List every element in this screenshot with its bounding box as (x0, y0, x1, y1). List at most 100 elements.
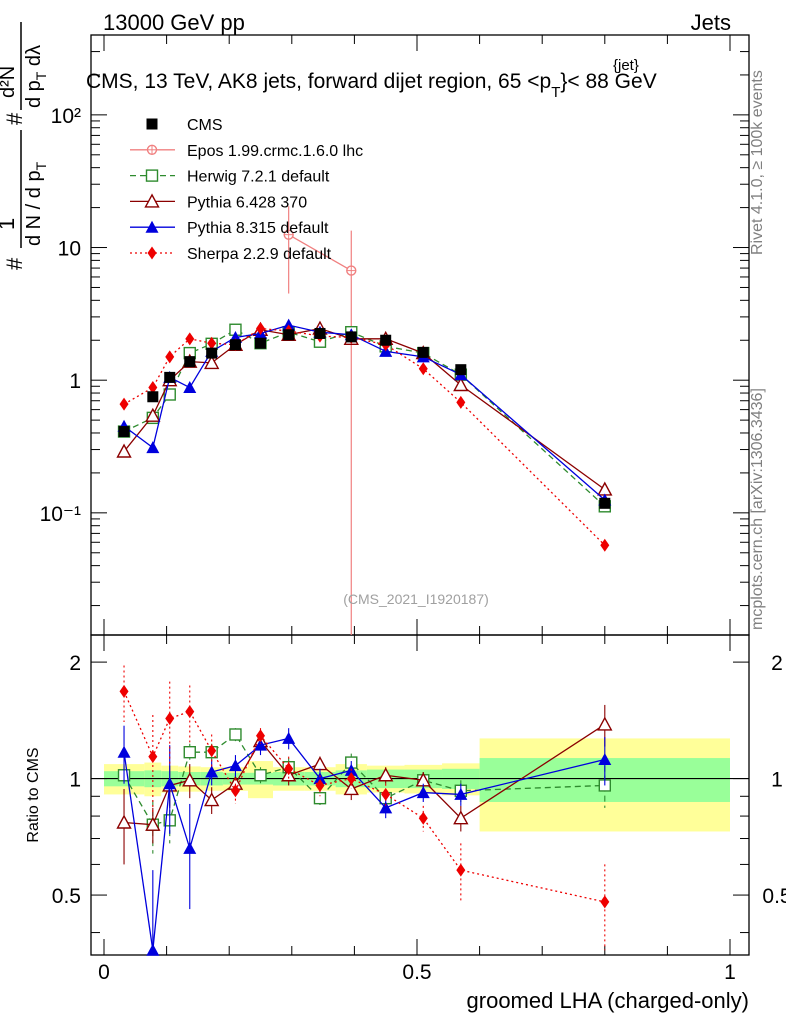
series-2-ratio-point-12 (453, 810, 469, 825)
data-point-9 (345, 331, 357, 343)
y-tick-label-2: 10 (58, 238, 81, 261)
data-point-0 (118, 426, 130, 438)
legend-entry-1: Epos 1.99.crmc.1.6.0 lhc (130, 143, 363, 160)
legend-label-0: CMS (187, 117, 223, 134)
series-4-point-13 (600, 538, 610, 552)
x-axis-label: groomed LHA (charged-only) (467, 988, 749, 1013)
ratio-tick-label-left-1: 1 (69, 769, 81, 792)
series-0 (283, 206, 357, 635)
series-2-ratio-point-10 (378, 767, 394, 782)
ratio-tick-label-right-2: 2 (771, 652, 783, 675)
series-0-point-0 (283, 229, 294, 240)
legend-entry-5: Sherpa 2.2.9 default (130, 246, 332, 263)
series-4-ratio-point-5 (230, 784, 240, 798)
y-label-den1: d N / d pT (23, 161, 49, 246)
series-1-ratio-point-8 (313, 791, 327, 805)
series-3-ratio-point-11 (416, 786, 430, 799)
series-2-ratio-point-9 (343, 781, 359, 796)
series-4-ratio-point-8 (315, 778, 325, 792)
series-3-line-main (123, 324, 606, 501)
series-4-point-3 (185, 332, 195, 346)
series-2-line-main (123, 327, 606, 491)
series-3-ratio-point-4 (205, 765, 219, 778)
y-label-hash-2: # (2, 112, 27, 125)
series-4-ratio-point-10 (381, 787, 391, 801)
x-tick-label-0: 0 (98, 961, 110, 984)
rivet-label: Rivet 4.1.0, ≥ 100k events (749, 70, 766, 255)
series-4-ratio-point-2 (165, 711, 175, 725)
series-4-ratio-point-6 (256, 729, 265, 743)
series-1-line-main (123, 329, 606, 507)
legend-entry-4: Pythia 8.315 default (130, 220, 329, 237)
series-3-ratio-point-6 (254, 738, 267, 751)
ratio-tick-label-right-1: 1 (771, 769, 783, 792)
series-4-ratio-point-1 (148, 750, 158, 764)
series-1-ratio-point-5 (229, 728, 242, 741)
series-4-ratio-point-7 (284, 762, 294, 776)
data-point-7 (283, 329, 295, 341)
series-4 (119, 322, 610, 951)
y-axis-label-main: # 1 d N / d pT # d²N d pT dλ (0, 22, 49, 270)
data-series (118, 327, 611, 509)
series-4-point-2 (165, 350, 175, 364)
series-0-point-1 (346, 265, 357, 276)
series-2-ratio-point-3 (182, 772, 198, 787)
series-4-point-11 (418, 362, 428, 376)
ratio-tick-label-left-0: 0.5 (52, 885, 81, 908)
series-1-point-2 (163, 388, 176, 401)
data-point-10 (380, 334, 392, 346)
legend-label-1: Epos 1.99.crmc.1.6.0 lhc (187, 143, 363, 160)
y-tick-label-3: 10² (51, 105, 81, 128)
series-3-line-ratio (123, 737, 605, 951)
y-label-den2: d pT dλ (23, 45, 49, 108)
series-4-ratio-point-0 (119, 684, 129, 698)
series-2-point-13 (597, 481, 613, 496)
data-point-6 (255, 337, 266, 349)
legend-entry-2: Herwig 7.2.1 default (130, 169, 330, 186)
series-2-ratio-point-0 (116, 814, 132, 829)
data-point-11 (417, 346, 429, 358)
series-0-line-main (288, 234, 352, 272)
ratio-tick-label-right-0: 0.5 (762, 885, 786, 908)
data-point-8 (314, 327, 326, 339)
series-3-ratio-point-3 (183, 841, 197, 854)
series-3-ratio-point-10 (379, 801, 393, 814)
series-3-point-3 (183, 381, 197, 394)
series-4-point-0 (119, 397, 129, 411)
y-tick-label-1: 1 (69, 370, 81, 393)
legend-marker-0 (146, 118, 158, 130)
y-axis-label-ratio: Ratio to CMS (25, 747, 42, 842)
series-2-point-12 (453, 377, 469, 392)
mcplots-label: mcplots.cern.ch [arXiv:1306.3436] (749, 388, 766, 630)
data-point-2 (164, 371, 176, 383)
series-2-point-1 (145, 407, 161, 422)
legend-marker-1 (146, 144, 158, 156)
ratio-tick-label-left-2: 2 (69, 652, 81, 675)
legend-entry-3: Pythia 6.428 370 (130, 193, 307, 211)
series-2-ratio-point-8 (312, 756, 328, 771)
series-3 (117, 318, 612, 956)
y-label-num1: 1 (0, 218, 19, 230)
x-tick-label-2: 1 (724, 961, 736, 984)
plot-title-superscript: {jet} (613, 57, 639, 74)
legend-marker-4 (145, 220, 159, 233)
data-point-3 (184, 356, 196, 368)
legend-label-4: Pythia 8.315 default (187, 220, 329, 237)
header-left: 13000 GeV pp (103, 10, 245, 35)
ratio-frame (90, 634, 750, 956)
legend-marker-5 (147, 246, 157, 260)
series-3-ratio-point-7 (282, 731, 296, 744)
series-1-ratio-point-3 (183, 745, 196, 759)
plot-axes: 0 0.5 1 10⁻¹ 1 10 10² 0.5 0.5 1 1 2 2 (40, 34, 786, 984)
series-3-ratio-point-0 (117, 745, 131, 758)
data-point-13 (599, 497, 611, 509)
series-3-point-1 (146, 441, 160, 454)
series-2-ratio-point-13 (597, 716, 613, 731)
data-point-4 (206, 347, 218, 359)
plot-title-sub: T (551, 84, 560, 101)
series-3-ratio-point-13 (598, 753, 612, 766)
series-2-ratio-point-1 (145, 816, 161, 831)
series-3-ratio-point-12 (454, 787, 468, 800)
y-tick-label-0: 10⁻¹ (40, 503, 81, 526)
